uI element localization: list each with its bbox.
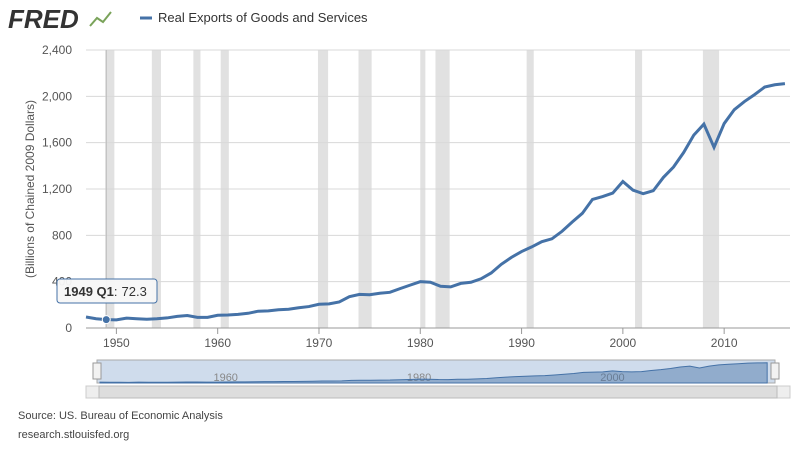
navigator-handle-right[interactable] <box>770 362 780 380</box>
tooltip-date: 1949 Q1 <box>64 284 114 299</box>
x-tick-label: 2010 <box>711 336 738 350</box>
tooltip-value: 72.3 <box>122 284 147 299</box>
logo-icon <box>89 11 112 27</box>
navigator-area <box>99 362 768 384</box>
navigator-handle-left[interactable] <box>92 362 102 380</box>
tooltip-point <box>101 315 111 325</box>
navigator-tick-label: 1980 <box>407 372 431 384</box>
y-tick-label: 2,400 <box>42 43 72 57</box>
y-tick-label: 0 <box>65 321 72 335</box>
x-tick-label: 1960 <box>204 336 231 350</box>
source: Source: US. Bureau of Economic Analysis <box>18 410 223 422</box>
y-tick-label: 1,200 <box>42 182 72 196</box>
x-tick-label: 1970 <box>306 336 333 350</box>
y-tick-label: 800 <box>52 228 72 242</box>
x-tick-label: 1950 <box>103 336 130 350</box>
x-tick-label: 2000 <box>610 336 637 350</box>
y-tick-label: 1,600 <box>42 136 72 150</box>
tooltip-box <box>56 278 158 304</box>
x-tick-label: 1990 <box>508 336 535 350</box>
series-line <box>85 82 786 322</box>
scrollbar-thumb[interactable] <box>98 385 778 399</box>
legend-label: Real Exports of Goods and Services <box>158 10 368 25</box>
navigator-tick-label: 1960 <box>213 372 237 384</box>
logo: FRED <box>8 4 79 34</box>
y-axis-label: (Billions of Chained 2009 Dollars) <box>23 100 37 278</box>
tooltip-sep: : <box>114 284 118 299</box>
navigator-tick-label: 2000 <box>600 372 624 384</box>
y-tick-label: 2,000 <box>42 89 72 103</box>
tooltip-text: 1949 Q1: 72.3 <box>64 284 147 299</box>
site: research.stlouisfed.org <box>18 429 129 441</box>
x-tick-label: 1980 <box>407 336 434 350</box>
